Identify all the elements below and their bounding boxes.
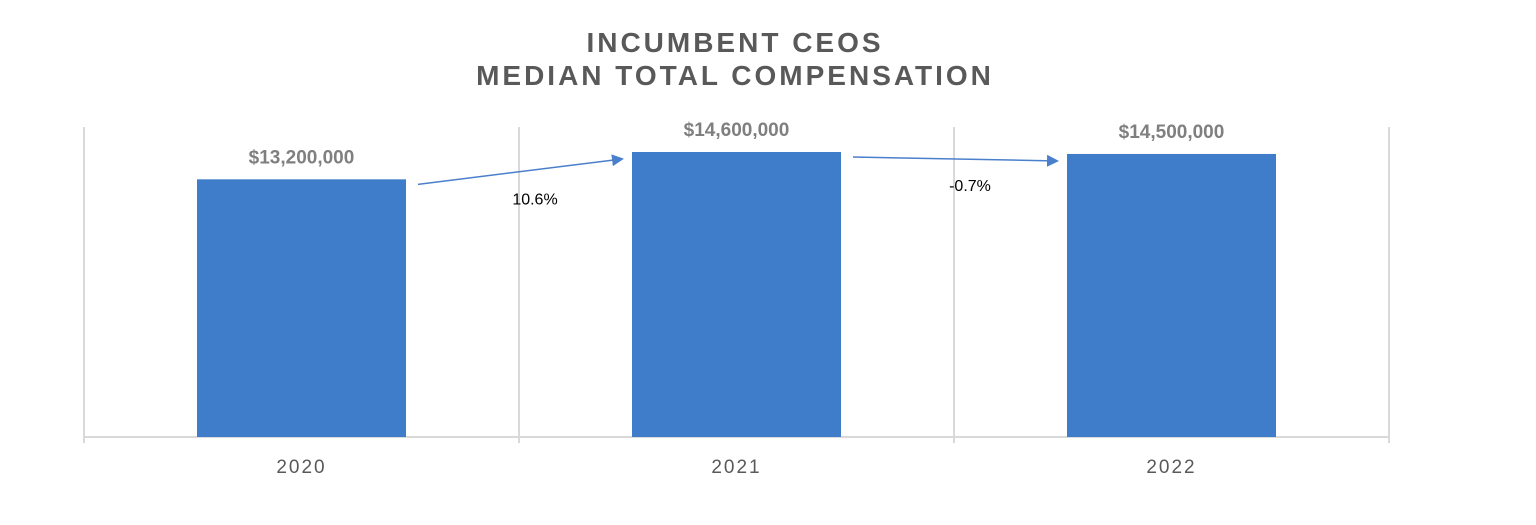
chart-title-line-1: INCUMBENT CEOS [586,27,884,58]
bar-2022 [1067,153,1276,437]
x-tick-label-2021: 2021 [711,457,761,478]
labels: $13,200,000 2020 $14,600,000 2021 $14,500,00… [249,120,1225,478]
change-arrow-1 [417,154,624,186]
change-label-1: 10.6% [512,191,557,208]
change-arrow-2 [852,154,1059,167]
bar-2021 [632,152,841,437]
bars [197,152,1276,437]
bar-2020 [197,179,406,437]
data-label-2020: $13,200,000 [249,147,355,168]
chart-title-line-2: MEDIAN TOTAL COMPENSATION [476,60,994,91]
x-tick-label-2022: 2022 [1146,457,1196,478]
change-label-2: -0.7% [949,178,991,195]
data-label-2022: $14,500,000 [1119,122,1225,143]
data-label-2021: $14,600,000 [684,120,790,141]
x-tick-label-2020: 2020 [276,457,326,478]
change-arrows [417,154,1059,186]
chart-title: INCUMBENT CEOS MEDIAN TOTAL COMPENSATION [0,26,1470,92]
